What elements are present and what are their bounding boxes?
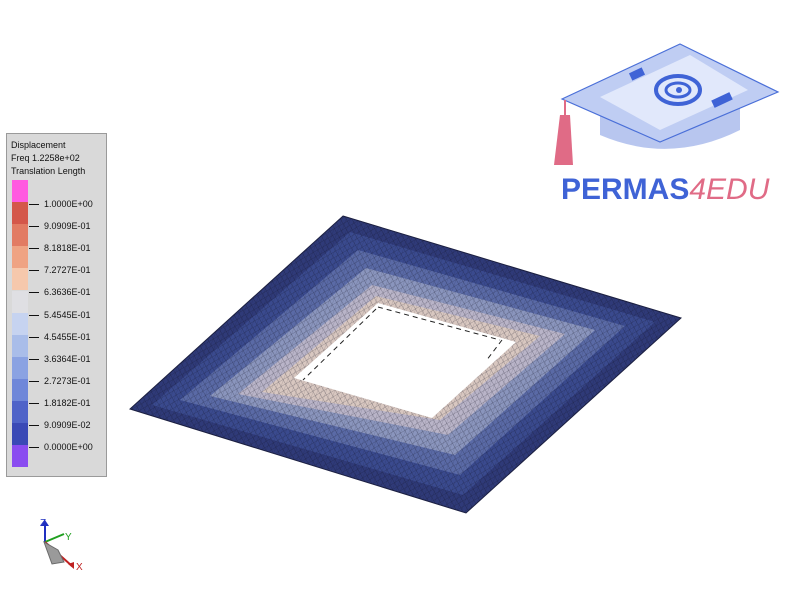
logo-text-4edu: 4EDU	[689, 173, 769, 206]
axis-triad[interactable]: Z Y X	[30, 512, 90, 581]
axis-label-y: Y	[65, 532, 72, 543]
logo-text-permas: PERMAS	[561, 173, 689, 206]
axis-label-z: Z	[40, 518, 46, 529]
logo-cap-icon	[554, 44, 778, 165]
axis-label-x: X	[76, 562, 83, 573]
permas4edu-logo: PERMAS4EDU	[561, 173, 769, 207]
